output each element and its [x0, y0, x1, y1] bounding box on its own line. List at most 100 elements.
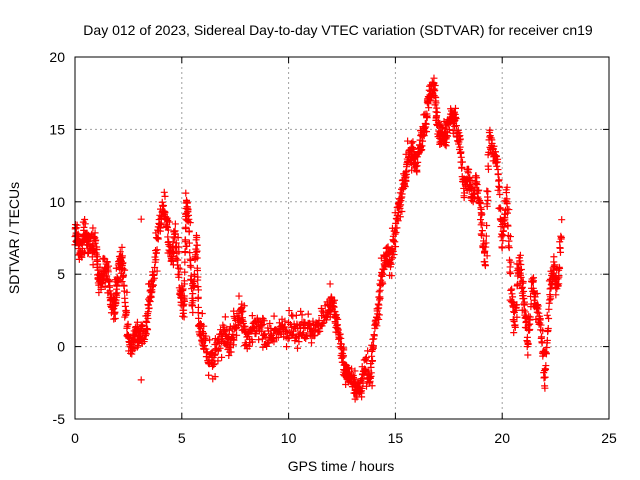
data-point [513, 313, 521, 321]
data-point [501, 216, 509, 224]
data-point [484, 165, 492, 173]
data-point [494, 170, 502, 178]
data-point [554, 282, 562, 290]
data-point [556, 264, 564, 272]
data-point [375, 311, 383, 319]
data-point [205, 371, 213, 379]
data-point [189, 290, 197, 298]
data-point [174, 234, 182, 242]
data-point [469, 198, 477, 206]
data-point [89, 261, 97, 269]
data-point [444, 132, 452, 140]
data-point [556, 248, 564, 256]
data-point [156, 227, 164, 235]
data-point [558, 216, 566, 224]
data-point [181, 248, 189, 256]
data-point [456, 143, 464, 151]
data-point [105, 276, 113, 284]
data-point [142, 330, 150, 337]
data-point [116, 248, 124, 256]
data-point [394, 217, 402, 225]
data-point [89, 224, 97, 232]
data-point [523, 333, 531, 341]
data-point [423, 114, 431, 122]
data-point [409, 138, 417, 146]
data-point [525, 312, 533, 320]
data-point [526, 313, 534, 321]
data-point [81, 215, 89, 223]
data-point [398, 207, 406, 215]
y-tick-label: 15 [49, 121, 65, 137]
data-point [390, 251, 398, 259]
data-point [129, 344, 137, 352]
data-point [195, 314, 203, 322]
data-point [397, 194, 405, 202]
data-point [511, 323, 519, 331]
data-point [175, 248, 183, 256]
data-point [484, 188, 492, 196]
data-point [270, 338, 278, 346]
data-point [396, 213, 404, 221]
data-point [194, 273, 202, 281]
data-point [164, 226, 172, 234]
data-point [100, 254, 108, 262]
data-point [358, 384, 366, 392]
data-point [506, 233, 514, 241]
data-point [361, 355, 369, 363]
data-point [267, 324, 275, 332]
data-point [494, 186, 502, 194]
data-point [396, 198, 404, 206]
data-point [288, 331, 296, 339]
y-tick-label: 10 [49, 194, 65, 210]
data-point [486, 126, 494, 134]
data-point [414, 158, 422, 166]
data-point [506, 270, 514, 278]
data-point [309, 317, 317, 325]
data-point [393, 224, 401, 232]
data-point [148, 283, 156, 291]
data-point [403, 167, 411, 175]
data-point [368, 347, 376, 355]
data-point [336, 330, 344, 338]
data-point [189, 297, 197, 305]
data-point [524, 339, 532, 347]
data-point [214, 357, 222, 365]
data-point [520, 300, 528, 308]
data-point [179, 312, 187, 320]
data-point [295, 338, 303, 346]
data-point [422, 120, 430, 128]
data-point [138, 322, 146, 330]
data-point [245, 342, 253, 350]
plot-area [71, 74, 566, 403]
data-point [542, 362, 550, 370]
data-point [389, 254, 397, 262]
data-point [133, 343, 141, 351]
data-point [193, 247, 201, 255]
data-point [517, 273, 525, 281]
data-point [496, 191, 504, 199]
data-point [194, 303, 202, 311]
data-point [134, 342, 142, 350]
data-point [153, 267, 161, 275]
data-point [283, 343, 291, 351]
data-point [500, 223, 508, 231]
data-point [230, 336, 238, 344]
data-point [373, 307, 381, 315]
data-point [495, 176, 503, 184]
data-point [391, 243, 399, 251]
data-point [315, 317, 323, 325]
data-point [438, 123, 446, 131]
data-point [408, 139, 416, 147]
y-tick-label: 0 [57, 339, 65, 355]
data-point [297, 307, 305, 315]
data-point [508, 290, 516, 298]
data-point [201, 342, 209, 350]
data-point [113, 289, 121, 297]
data-point [541, 384, 549, 392]
data-point [233, 331, 241, 339]
data-point [517, 260, 525, 268]
data-point [206, 336, 214, 344]
data-point [218, 353, 226, 361]
data-point [262, 334, 270, 342]
data-point [153, 246, 161, 254]
